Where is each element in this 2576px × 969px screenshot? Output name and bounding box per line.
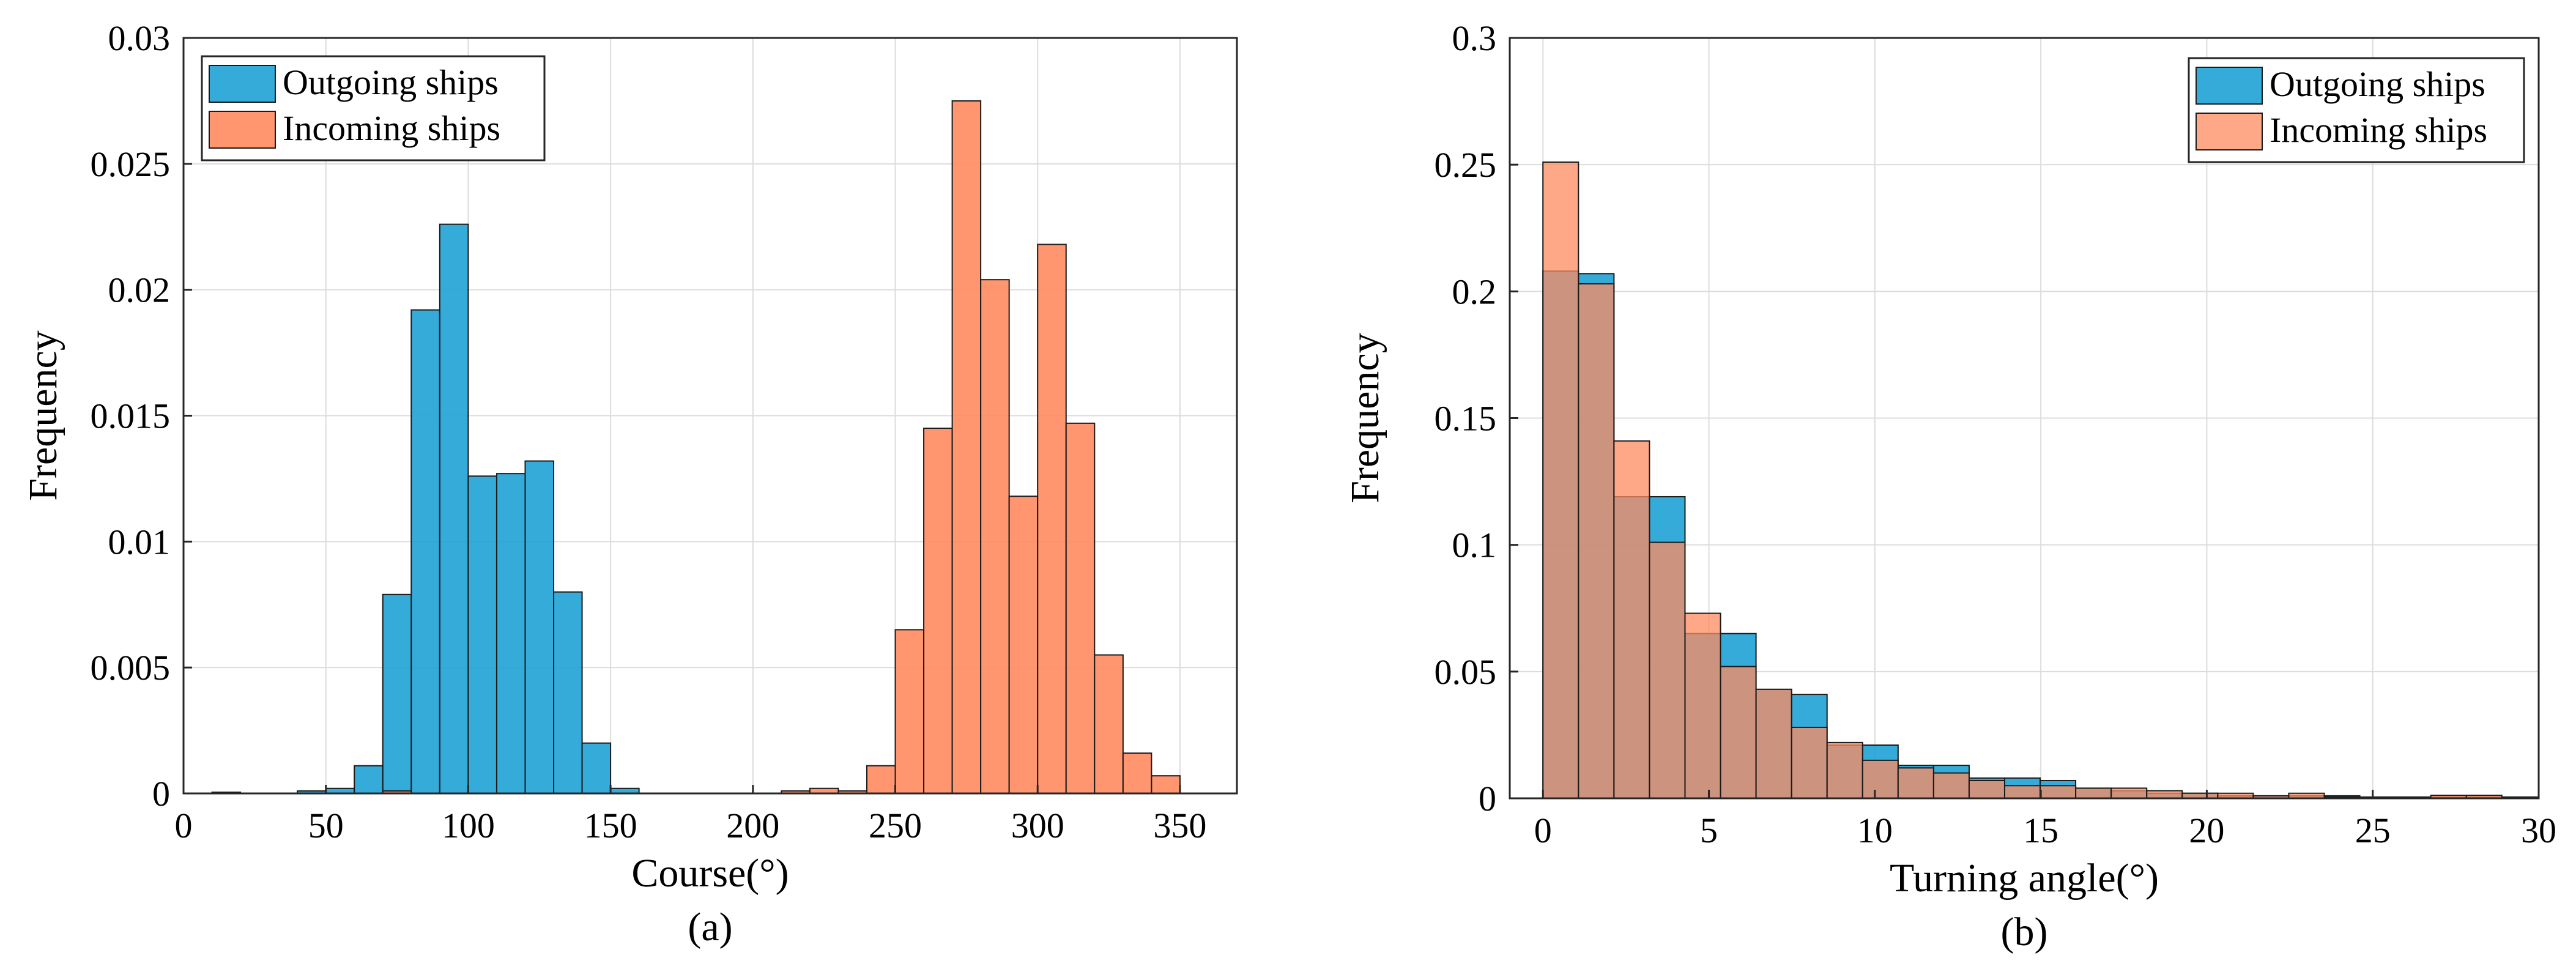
x-axis-label: Course(°): [631, 851, 789, 896]
bar-outgoing-ships: [524, 460, 555, 794]
y-tick-label: 0.01: [108, 522, 171, 562]
histogram-panel-course: 0 50 100 150 200 250 300 350 0 0.005 0.01 0.015 0.02…: [21, 18, 1238, 949]
tick-labels: 0 50 100 150 200 250 300 350 0 0.005 0.01 0.015 0.02…: [91, 18, 1207, 845]
bar-incoming-ships: [1968, 779, 2005, 800]
bar-outgoing-ships: [581, 742, 612, 794]
bar-incoming-ships: [1826, 741, 1863, 800]
y-axis-label: Frequency: [1343, 333, 1387, 503]
bar-incoming-ships: [1897, 767, 1934, 800]
y-tick-label: 0.005: [91, 648, 171, 688]
bar-incoming-ships: [1720, 666, 1757, 799]
y-tick-label: 0.25: [1435, 145, 1497, 185]
bar-incoming-ships: [1094, 654, 1124, 795]
y-tick-label: 0: [1479, 779, 1496, 819]
x-tick-label: 100: [442, 806, 495, 845]
bar-outgoing-ships: [467, 475, 497, 794]
legend: Outgoing ships Incoming ships: [2188, 57, 2525, 163]
bar-incoming-ships: [1008, 496, 1039, 794]
legend-label-outgoing: Outgoing ships: [283, 62, 499, 102]
bar-incoming-ships: [2003, 785, 2041, 799]
y-tick-label: 0.3: [1452, 18, 1497, 58]
legend-swatch-outgoing: [2196, 67, 2263, 105]
x-tick-label: 250: [869, 806, 922, 845]
y-tick-label: 0.015: [91, 396, 171, 436]
tick-labels: 0 5 10 15 20 25 30 0 0.05 0.1 0.15 0.2 0.25 0.3: [1435, 18, 2557, 850]
legend-swatch-incoming: [2196, 113, 2263, 150]
y-tick-label: 0.1: [1452, 525, 1497, 565]
bar-incoming-ships: [2146, 790, 2183, 799]
bar-incoming-ships: [1684, 612, 1721, 800]
legend-label-incoming: Incoming ships: [2270, 110, 2487, 150]
bar-incoming-ships: [866, 765, 896, 795]
x-tick-label: 25: [2355, 811, 2391, 850]
y-tick-label: 0.2: [1452, 272, 1497, 311]
bar-outgoing-ships: [553, 591, 583, 795]
histogram-panel-turning-angle: 0 5 10 15 20 25 30 0 0.05 0.1 0.15 0.2 0.25 0.3 Turni…: [1343, 18, 2556, 954]
panel-caption: (b): [2001, 910, 2048, 954]
bar-outgoing-ships: [410, 309, 440, 795]
bar-incoming-ships: [1791, 726, 1828, 800]
y-tick-label: 0: [152, 774, 170, 814]
bar-incoming-ships: [923, 428, 953, 794]
legend-swatch-incoming: [209, 111, 276, 149]
x-tick-label: 150: [584, 806, 637, 845]
bar-incoming-ships: [980, 279, 1010, 794]
bar-incoming-ships: [2040, 785, 2077, 799]
bar-incoming-ships: [1649, 541, 1686, 799]
x-tick-label: 15: [2023, 811, 2058, 850]
x-tick-label: 5: [1700, 811, 1718, 850]
legend-swatch-outgoing: [209, 65, 276, 103]
bar-incoming-ships: [1122, 752, 1153, 794]
x-tick-label: 10: [1857, 811, 1893, 850]
bar-incoming-ships: [1151, 775, 1181, 795]
y-tick-label: 0.02: [108, 270, 171, 310]
x-axis-label: Turning angle(°): [1890, 856, 2159, 900]
x-tick-label: 30: [2521, 811, 2556, 850]
x-tick-label: 0: [1534, 811, 1552, 850]
y-tick-label: 0.15: [1435, 399, 1497, 439]
y-axis-label: Frequency: [21, 330, 65, 501]
bar-incoming-ships: [1861, 759, 1899, 799]
bar-incoming-ships: [2075, 787, 2112, 799]
y-tick-label: 0.03: [108, 18, 171, 58]
x-tick-label: 20: [2189, 811, 2224, 850]
bar-incoming-ships: [1578, 283, 1615, 799]
bar-incoming-ships: [951, 100, 982, 795]
bar-incoming-ships: [2110, 787, 2148, 799]
bars: [211, 100, 1181, 795]
bar-outgoing-ships: [496, 473, 526, 794]
x-tick-label: 300: [1011, 806, 1064, 845]
panel-caption: (a): [688, 905, 732, 949]
bar-incoming-ships: [1932, 772, 1970, 799]
bar-outgoing-ships: [382, 593, 412, 794]
legend-label-outgoing: Outgoing ships: [2270, 64, 2485, 104]
bar-incoming-ships: [1065, 422, 1096, 794]
bar-incoming-ships: [1542, 162, 1579, 800]
x-tick-label: 50: [308, 806, 344, 845]
y-tick-label: 0.05: [1435, 652, 1497, 692]
x-tick-label: 350: [1153, 806, 1206, 845]
bar-outgoing-ships: [439, 223, 469, 794]
bar-incoming-ships: [1613, 440, 1650, 799]
y-tick-label: 0.025: [91, 144, 171, 184]
bars: [1542, 162, 2538, 800]
x-tick-label: 0: [175, 806, 193, 845]
legend: Outgoing ships Incoming ships: [201, 55, 546, 162]
bar-incoming-ships: [1755, 688, 1792, 799]
legend-label-incoming: Incoming ships: [283, 108, 500, 148]
bar-incoming-ships: [894, 629, 925, 794]
bar-outgoing-ships: [354, 765, 384, 795]
x-tick-label: 200: [726, 806, 779, 845]
bar-incoming-ships: [1037, 243, 1067, 795]
